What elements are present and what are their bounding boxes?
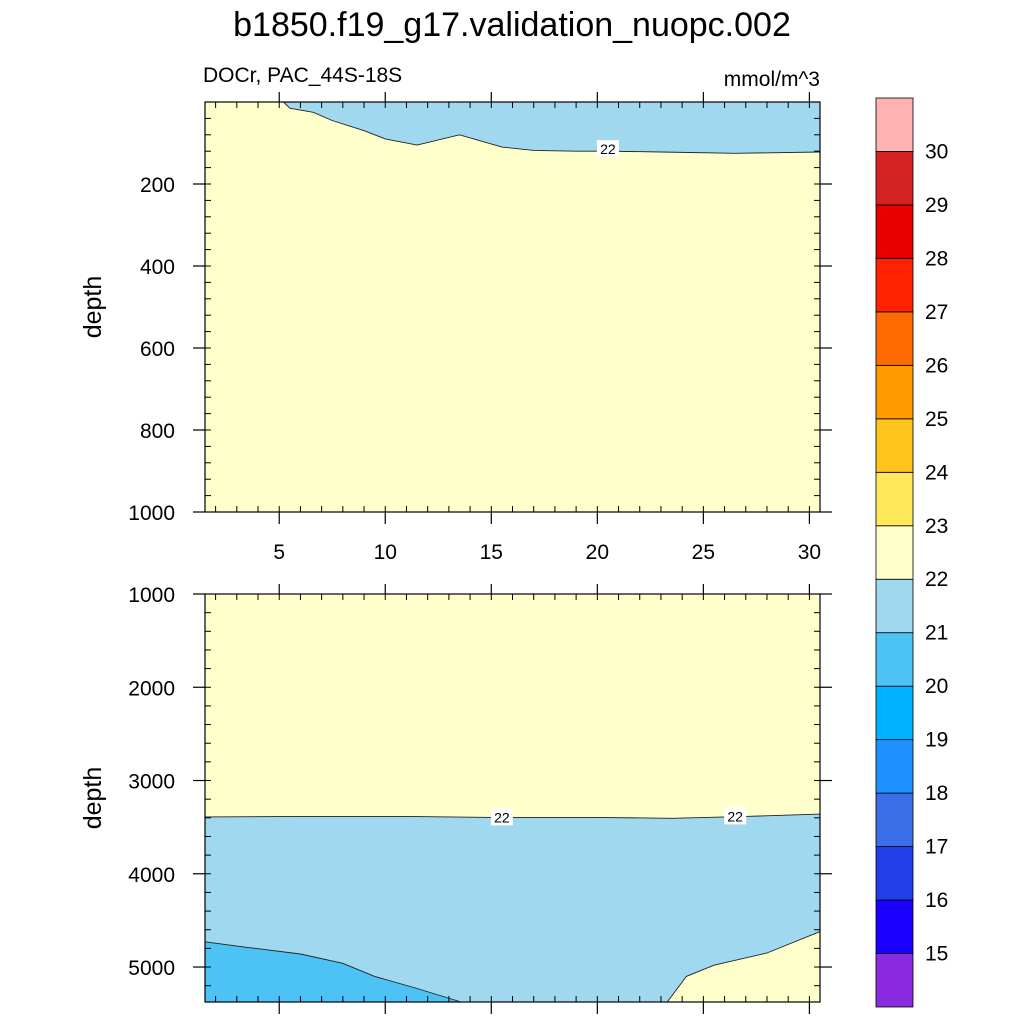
y-tick-label: 4000 bbox=[128, 864, 175, 887]
contour-label: 22 bbox=[727, 808, 743, 824]
x-tick-label: 5 bbox=[273, 541, 285, 564]
y-axis-label: depth bbox=[79, 767, 107, 830]
x-tick-label: 15 bbox=[480, 541, 503, 564]
colorbar-box bbox=[875, 685, 914, 741]
colorbar-label: 23 bbox=[925, 515, 948, 538]
colorbar-box bbox=[875, 471, 914, 527]
y-tick-label: 5000 bbox=[128, 957, 175, 980]
y-tick-label: 1000 bbox=[128, 502, 175, 525]
colorbar-label: 30 bbox=[925, 140, 948, 163]
colorbar-label: 26 bbox=[925, 354, 948, 377]
colorbar-label: 18 bbox=[925, 782, 948, 805]
x-tick-label: 25 bbox=[692, 541, 715, 564]
left-label: DOCr, PAC_44S-18S bbox=[203, 64, 402, 87]
y-tick-label: 2000 bbox=[128, 677, 175, 700]
figure-title: b1850.f19_g17.validation_nuopc.002 bbox=[233, 6, 791, 44]
upper-panel: 22 200 400 600 800 1000 5 10 15 20 25 30 depth bbox=[79, 92, 832, 564]
panel-background bbox=[205, 102, 820, 512]
contour-label-box bbox=[596, 140, 619, 158]
colorbar-label: 25 bbox=[925, 408, 948, 431]
colorbar-label: 16 bbox=[925, 889, 948, 912]
colorbar-label: 19 bbox=[925, 729, 948, 752]
colorbar: 15 16 17 18 19 20 21 22 23 24 25 26 27 28 29 30 bbox=[875, 97, 949, 1008]
colorbar-box bbox=[875, 258, 914, 313]
y-tick-label: 800 bbox=[140, 420, 175, 443]
contour-line bbox=[666, 931, 821, 1003]
colorbar-box bbox=[875, 578, 914, 634]
units-label: mmol/m^3 bbox=[724, 68, 820, 91]
y-tick-label: 3000 bbox=[128, 771, 175, 794]
contour-label: 22 bbox=[600, 141, 616, 157]
contour-fill-region bbox=[667, 931, 820, 1002]
lower-panel: 22 22 1000 2000 3000 4000 5000 depth bbox=[79, 584, 832, 1014]
colorbar-box bbox=[875, 204, 914, 259]
colorbar-label: 17 bbox=[925, 836, 948, 859]
y-tick-label: 1000 bbox=[128, 584, 175, 607]
colorbar-label: 21 bbox=[925, 622, 948, 645]
y-tick-label: 200 bbox=[140, 174, 175, 197]
contour-line bbox=[283, 101, 821, 154]
colorbar-label: 28 bbox=[925, 247, 948, 270]
x-tick-label: 10 bbox=[374, 541, 397, 564]
colorbar-box bbox=[875, 792, 914, 847]
y-axis-label: depth bbox=[79, 276, 107, 339]
colorbar-label: 22 bbox=[925, 568, 948, 591]
colorbar-box bbox=[875, 953, 914, 1008]
contour-fill-region bbox=[205, 941, 460, 1002]
contour-fill-region bbox=[205, 594, 820, 819]
colorbar-box bbox=[875, 739, 914, 794]
colorbar-label: 20 bbox=[925, 675, 948, 698]
contour-label: 22 bbox=[494, 809, 510, 825]
colorbar-label: 27 bbox=[925, 301, 948, 324]
x-tick-label: 30 bbox=[798, 541, 821, 564]
contour-label-box bbox=[490, 808, 513, 826]
colorbar-box bbox=[875, 899, 914, 954]
y-tick-label: 600 bbox=[140, 338, 175, 361]
colorbar-label: 29 bbox=[925, 194, 948, 217]
x-tick-label: 20 bbox=[586, 541, 609, 564]
contour-fill-region bbox=[205, 102, 820, 154]
colorbar-box bbox=[875, 97, 914, 152]
contour-line bbox=[204, 941, 460, 1002]
colorbar-box bbox=[875, 846, 914, 901]
colorbar-label: 15 bbox=[925, 943, 948, 966]
contour-label-box bbox=[724, 807, 747, 825]
colorbar-box bbox=[875, 364, 914, 420]
y-tick-label: 400 bbox=[140, 256, 175, 279]
colorbar-box bbox=[875, 151, 914, 206]
colorbar-box bbox=[875, 418, 914, 473]
colorbar-box bbox=[875, 525, 914, 580]
colorbar-box bbox=[875, 311, 914, 366]
colorbar-box bbox=[875, 632, 914, 687]
colorbar-label: 24 bbox=[925, 461, 949, 484]
